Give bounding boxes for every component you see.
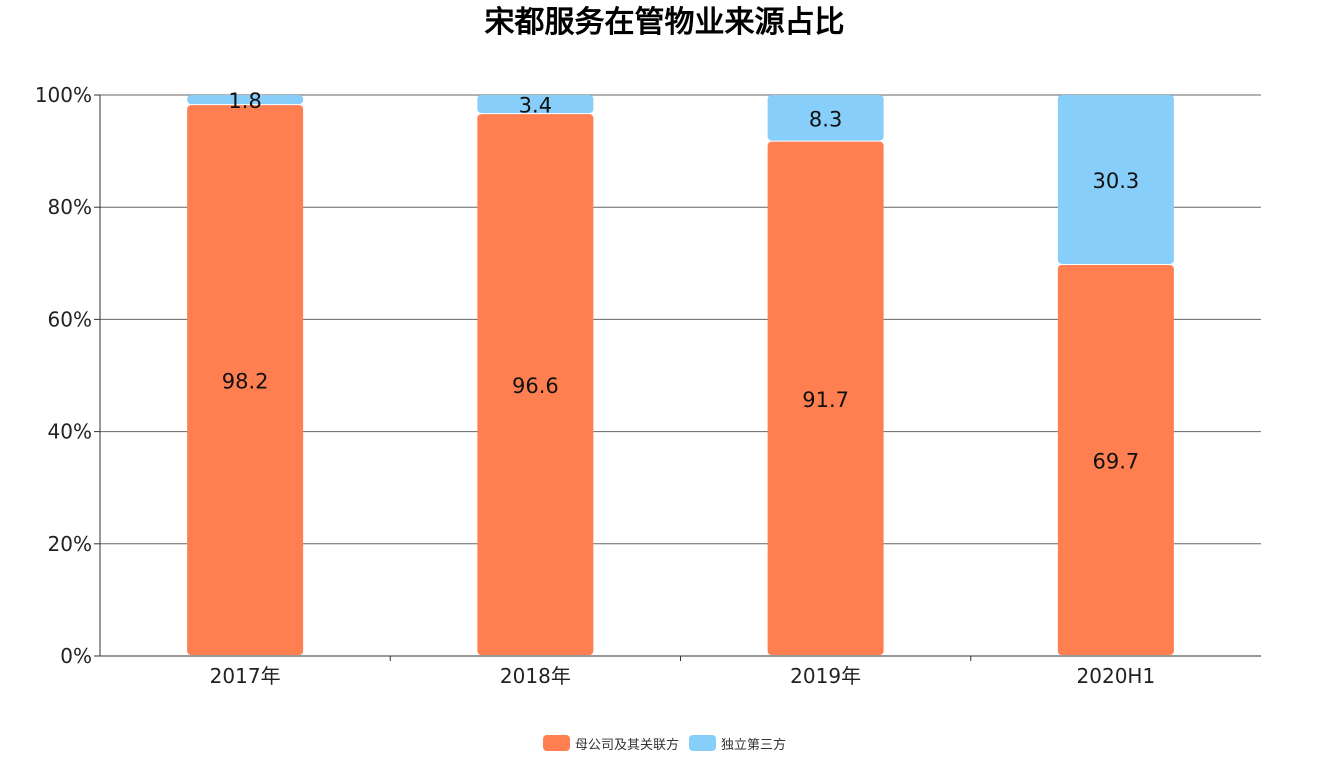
- x-tick-label: 2017年: [210, 664, 281, 688]
- bar-series-1[interactable]: [1057, 95, 1174, 264]
- chart-title: 宋都服务在管物业来源占比: [484, 5, 845, 40]
- data-label: 30.3: [1092, 169, 1139, 193]
- y-tick-label: 20%: [48, 532, 92, 556]
- legend-swatch-series-0: [542, 735, 570, 751]
- data-label: 91.7: [802, 388, 849, 412]
- data-label: 3.4: [519, 94, 552, 118]
- data-label: 8.3: [809, 107, 842, 131]
- bar-series-1[interactable]: [187, 95, 304, 105]
- legend-item-series-0[interactable]: 母公司及其关联方: [542, 734, 679, 753]
- legend-swatch-series-1: [689, 735, 716, 751]
- legend-label-series-1: 独立第三方: [721, 737, 787, 753]
- bar-series-1[interactable]: [477, 95, 594, 114]
- x-tick-label: 2018年: [500, 664, 571, 688]
- y-tick-label: 40%: [48, 420, 92, 444]
- bar-series-0[interactable]: [477, 114, 594, 656]
- x-tick-label: 2020H1: [1077, 664, 1156, 688]
- bar-series-1[interactable]: [767, 95, 884, 141]
- legend-item-series-1[interactable]: 独立第三方: [689, 734, 786, 753]
- x-tick-label: 2019年: [790, 664, 861, 688]
- y-tick-label: 0%: [60, 644, 92, 668]
- y-tick-label: 60%: [48, 307, 92, 331]
- data-label: 1.8: [228, 89, 261, 113]
- y-tick-label: 80%: [48, 195, 92, 219]
- data-label: 96.6: [512, 374, 559, 398]
- legend: 母公司及其关联方 独立第三方: [0, 730, 1329, 756]
- y-tick-label: 100%: [35, 83, 92, 107]
- bar-series-0[interactable]: [767, 141, 884, 656]
- bar-series-0[interactable]: [187, 105, 304, 655]
- bar-series-0[interactable]: [1057, 264, 1174, 655]
- data-label: 69.7: [1092, 449, 1139, 473]
- data-label: 98.2: [222, 370, 269, 394]
- legend-label-series-0: 母公司及其关联方: [574, 737, 679, 753]
